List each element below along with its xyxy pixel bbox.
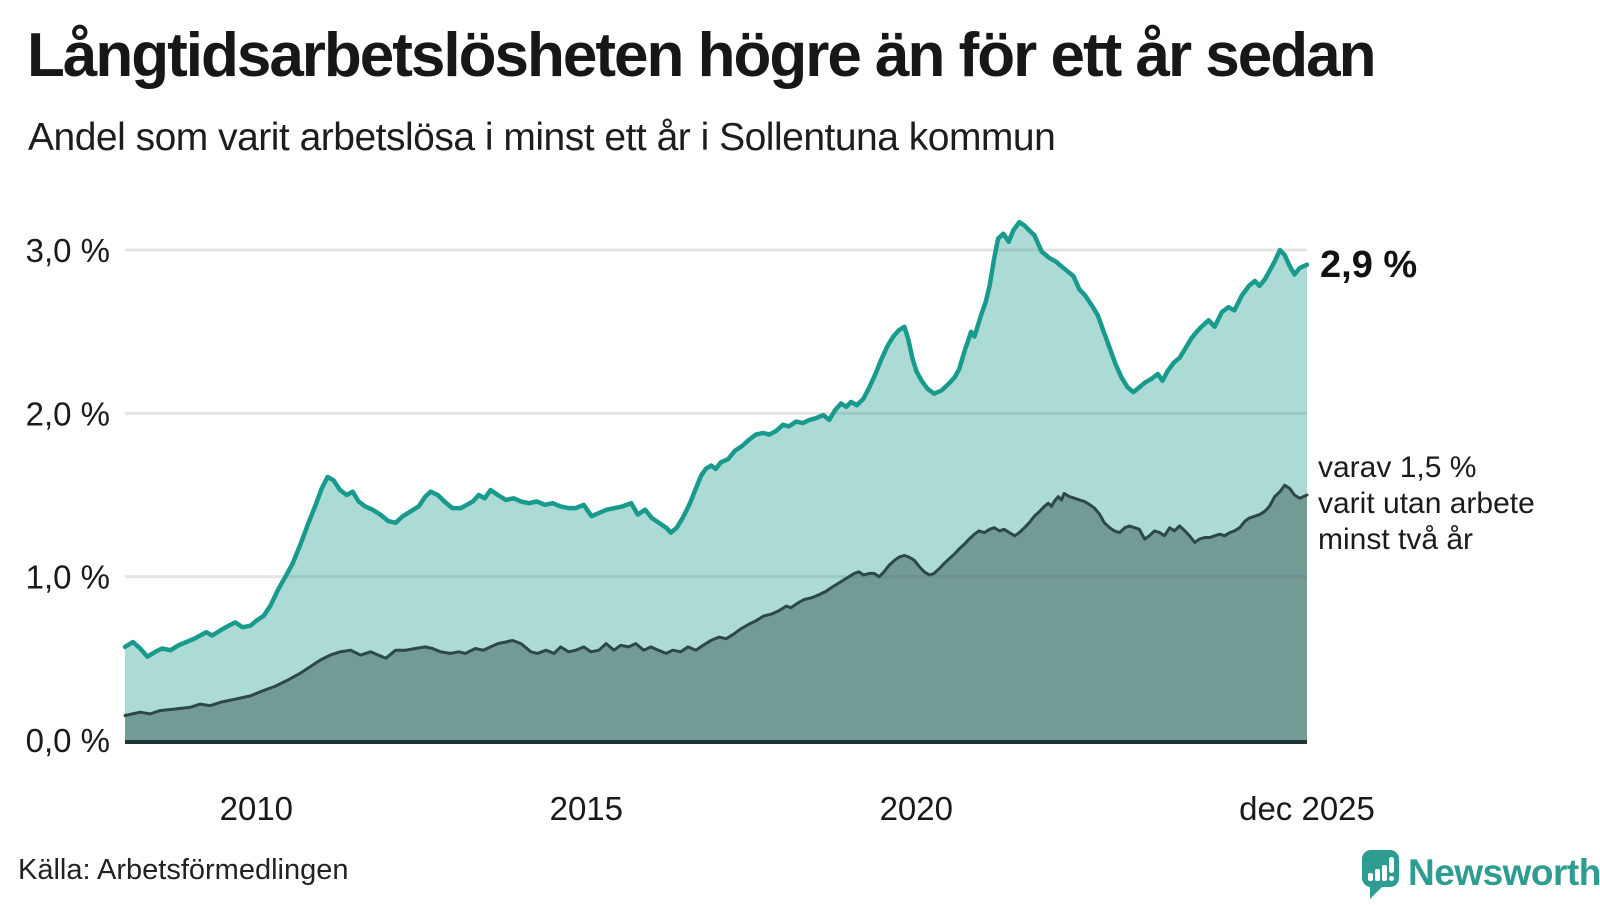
total-area-fill <box>125 222 1307 740</box>
two-year-line <box>123 483 1309 717</box>
y-tick-label: 2,0 % <box>26 395 110 432</box>
newsworthy-branding: Newsworthy <box>1362 846 1600 900</box>
annotation-line-3: minst två år <box>1318 523 1474 556</box>
annotation-line-1: varav 1,5 % <box>1318 451 1477 484</box>
total-end-value-label: 2,9 % <box>1320 244 1418 286</box>
annotation-line-2: varit utan arbete <box>1318 487 1535 520</box>
source-credit: Källa: Arbetsförmedlingen <box>18 854 349 886</box>
logo-exclamation-bar <box>1389 857 1394 873</box>
y-axis-labels: 0,0 % 1,0 % 2,0 % 3,0 % <box>26 232 110 759</box>
logo-exclamation-dot <box>1389 876 1394 881</box>
logo-bar-1 <box>1368 873 1373 881</box>
total-line <box>122 219 1310 659</box>
logo-bar-2 <box>1375 869 1380 881</box>
gridlines <box>125 248 1307 579</box>
x-tick-label: dec 2025 <box>1239 790 1375 827</box>
x-tick-label: 2020 <box>880 790 953 827</box>
x-tick-label: 2010 <box>220 790 293 827</box>
y-tick-label: 3,0 % <box>26 232 110 269</box>
y-tick-label: 0,0 % <box>26 722 110 759</box>
x-axis-labels: 2010 2015 2020 dec 2025 <box>220 790 1375 827</box>
page-subtitle: Andel som varit arbetslösa i minst ett å… <box>28 116 1056 159</box>
page-title: Långtidsarbetslösheten högre än för ett … <box>27 21 1376 90</box>
two-year-area-fill <box>125 485 1307 740</box>
newsworthy-logo-icon <box>1362 850 1399 899</box>
logo-bar-3 <box>1382 865 1387 881</box>
x-tick-label: 2015 <box>550 790 623 827</box>
two-year-end-annotation: varav 1,5 % varit utan arbete minst två … <box>1318 450 1535 558</box>
newsworthy-wordmark: Newsworthy <box>1408 852 1600 893</box>
y-tick-label: 1,0 % <box>26 559 110 596</box>
